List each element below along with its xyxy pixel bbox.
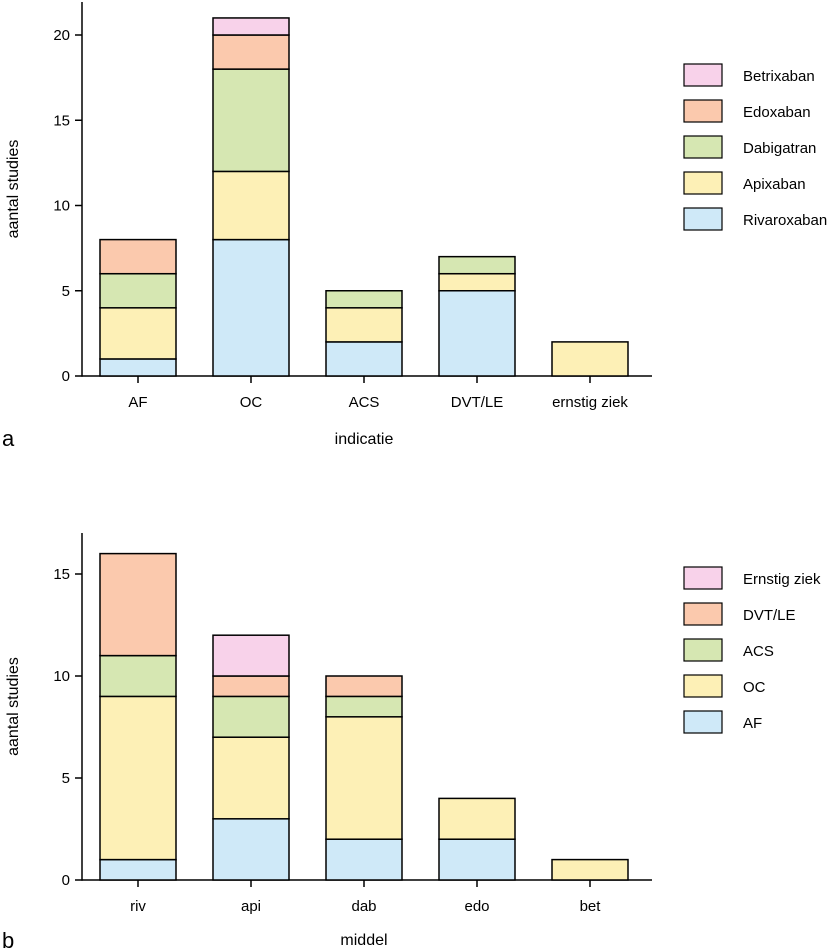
chart-a-x-tick-label: AF — [128, 394, 147, 411]
chart-b-bar-riv-af — [99, 858, 177, 881]
chart-b-legend-swatch-oc — [683, 674, 723, 698]
chart-b-bar-edo-oc — [438, 797, 516, 840]
chart-a-legend: Betrixaban Edoxaban Dabigatran Apixaban Riva… — [683, 63, 827, 231]
chart-b-legend-swatch-acs — [683, 638, 723, 662]
chart-b-legend-swatch-dvt-le — [683, 602, 723, 626]
chart-b-bar-bet-oc — [551, 858, 629, 881]
chart-a-bar-oc-dabigatran — [212, 68, 290, 173]
chart-b-bar-edo-af — [438, 838, 516, 881]
chart-b-legend-swatch-af — [683, 710, 723, 734]
chart-a-bar-acs-rivaroxaban — [325, 341, 403, 377]
chart-b-x-tick-label: edo — [464, 898, 489, 915]
chart-a-y-tick-label: 10 — [53, 198, 70, 215]
chart-b-bar-riv-acs — [99, 654, 177, 698]
chart-a-bar-oc-rivaroxaban — [212, 238, 290, 377]
chart-a-bar-oc-betrixaban — [212, 17, 290, 36]
chart-a-y-tick-label: 0 — [62, 368, 70, 385]
chart-a-legend-swatch-apixaban — [683, 171, 723, 195]
chart-a-x-tick-label: ernstig ziek — [552, 394, 628, 411]
chart-b-bar-dab-oc — [325, 716, 403, 840]
chart-a-legend-label-betrixaban: Betrixaban — [743, 68, 815, 85]
chart-panel-b: 0 5 10 15 riv api dab edo bet middel aantal studie… — [2, 533, 821, 950]
chart-b-legend-label-ernstig-ziek: Ernstig ziek — [743, 571, 821, 588]
chart-a-legend-label-apixaban: Apixaban — [743, 176, 806, 193]
chart-a-bar-acs-apixaban — [325, 307, 403, 343]
chart-a-x-axis-label: indicatie — [335, 431, 394, 448]
chart-panel-a: 0 5 10 15 20 AF OC ACS DVT/LE ernstig ziek indicat… — [2, 2, 827, 451]
chart-b-legend-label-af: AF — [743, 715, 762, 732]
chart-a-bar-dvt-le-apixaban — [438, 272, 516, 292]
chart-a-bar-acs-dabigatran — [325, 290, 403, 309]
chart-a-y-tick-label: 20 — [53, 27, 70, 44]
chart-b-legend-label-dvt-le: DVT/LE — [743, 607, 796, 624]
chart-a-y-axis-label: aantal studies — [5, 140, 22, 239]
chart-a-bar-af-dabigatran — [99, 272, 177, 309]
chart-a-legend-swatch-rivaroxaban — [683, 207, 723, 231]
chart-b-legend: Ernstig ziek DVT/LE ACS OC AF — [683, 566, 821, 734]
chart-b-x-axis-label: middel — [340, 932, 387, 949]
chart-a-legend-label-edoxaban: Edoxaban — [743, 104, 811, 121]
chart-a-bar-af-apixaban — [99, 307, 177, 360]
chart-b-bar-dab-dvt-le — [325, 675, 403, 698]
chart-b-bar-dab-af — [325, 838, 403, 881]
chart-b-bar-dab-acs — [325, 695, 403, 718]
chart-a-bar-ernstig-ziek-apixaban — [551, 341, 629, 377]
chart-b-bar-api-acs — [212, 695, 290, 738]
chart-b-bar-api-dvt-le — [212, 675, 290, 698]
chart-a-bar-dvt-le-rivaroxaban — [438, 290, 516, 377]
chart-b-bar-api-af — [212, 818, 290, 881]
chart-b-bar-api-ernstig-ziek — [212, 634, 290, 677]
chart-a-legend-swatch-betrixaban — [683, 63, 723, 87]
chart-a-y-tick-label: 15 — [53, 112, 70, 129]
chart-a-x-tick-label: OC — [240, 394, 263, 411]
chart-a-panel-letter: a — [2, 426, 15, 451]
chart-a-legend-label-dabigatran: Dabigatran — [743, 140, 816, 157]
chart-b-bar-riv-dvt-le — [99, 552, 177, 657]
chart-a-legend-swatch-dabigatran — [683, 135, 723, 159]
chart-a-bar-dvt-le-dabigatran — [438, 255, 516, 275]
chart-b-x-tick-label: riv — [130, 898, 146, 915]
chart-b-legend-label-oc: OC — [743, 679, 766, 696]
chart-a-bar-oc-apixaban — [212, 170, 290, 241]
chart-a-bar-oc-edoxaban — [212, 34, 290, 70]
chart-a-bar-af-rivaroxaban — [99, 358, 177, 377]
chart-b-x-tick-label: dab — [351, 898, 376, 915]
chart-b-legend-swatch-ernstig-ziek — [683, 566, 723, 590]
chart-b-y-tick-label: 5 — [62, 770, 70, 787]
chart-b-x-tick-label: bet — [580, 898, 602, 915]
chart-a-legend-swatch-edoxaban — [683, 99, 723, 123]
chart-a-bar-af-edoxaban — [99, 238, 177, 275]
chart-b-y-tick-label: 15 — [53, 566, 70, 583]
chart-b-bar-api-oc — [212, 736, 290, 820]
chart-b-bar-riv-oc — [99, 695, 177, 861]
chart-b-legend-label-acs: ACS — [743, 643, 774, 660]
chart-a-legend-label-rivaroxaban: Rivaroxaban — [743, 212, 827, 229]
chart-a-x-tick-label: ACS — [349, 394, 380, 411]
chart-b-y-axis-label: aantal studies — [5, 657, 22, 756]
chart-b-y-tick-label: 0 — [62, 872, 70, 889]
chart-b-panel-letter: b — [2, 928, 14, 950]
chart-a-x-tick-label: DVT/LE — [451, 394, 504, 411]
chart-a-y-tick-label: 5 — [62, 283, 70, 300]
chart-b-x-tick-label: api — [241, 898, 261, 915]
chart-b-y-tick-label: 10 — [53, 668, 70, 685]
